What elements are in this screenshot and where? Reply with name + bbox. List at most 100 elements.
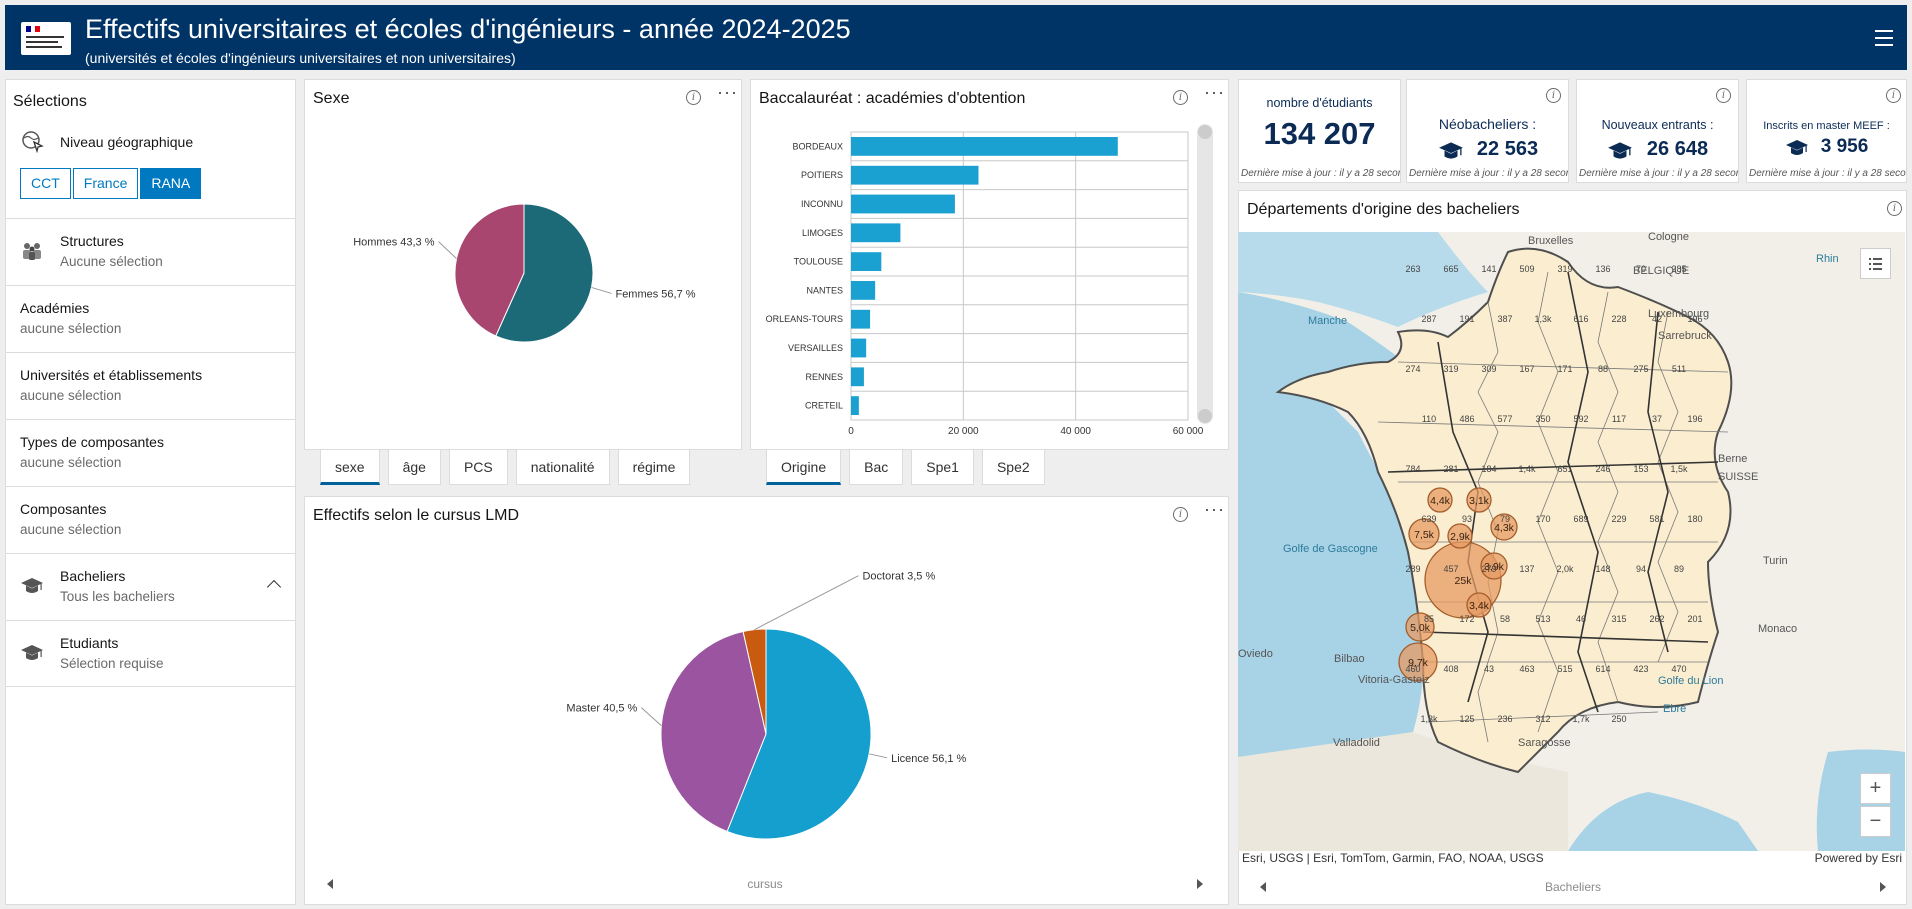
bar[interactable]	[851, 338, 867, 358]
bar[interactable]	[851, 309, 871, 329]
map-view[interactable]: 7,5k 25k 5,0k 9,7k 4,4k 3,1k 2,9k 4,3k 3,9k 3,4k …	[1238, 232, 1905, 851]
info-icon[interactable]: i	[1716, 88, 1731, 103]
tab-nationalite[interactable]: nationalité	[515, 449, 610, 485]
sexe-panel: Sexe i ··· Femmes 56,7 % Hommes 43,3 %	[304, 79, 742, 450]
dept-value: 196	[1687, 314, 1702, 324]
chevron-up-icon[interactable]	[266, 579, 282, 595]
tab-regime[interactable]: régime	[617, 449, 691, 485]
bar[interactable]	[851, 137, 1118, 156]
filter-bacheliers[interactable]: Bacheliers Tous les bacheliers	[6, 553, 295, 620]
bar[interactable]	[851, 165, 979, 185]
dept-value: 312	[1535, 714, 1550, 724]
scroll-left-icon[interactable]	[327, 879, 333, 889]
info-icon[interactable]: i	[1173, 507, 1188, 522]
graduation-cap-icon	[1786, 140, 1808, 155]
selections-title: Sélections	[13, 93, 87, 110]
info-icon[interactable]: i	[1887, 201, 1902, 216]
map-powered-by[interactable]: Powered by Esri	[1814, 851, 1902, 865]
dept-value: 509	[1519, 264, 1534, 274]
pie-label: Doctorat 3,5 %	[862, 571, 935, 583]
more-options-icon[interactable]: ···	[717, 82, 738, 102]
menu-icon[interactable]	[1875, 30, 1893, 46]
scroll-right-icon[interactable]	[1880, 882, 1886, 892]
indicator-students: nombre d'étudiants 134 207 Dernière mise…	[1238, 79, 1401, 183]
bar[interactable]	[851, 223, 901, 243]
globe-pointer-icon	[22, 131, 44, 153]
legend-button[interactable]	[1860, 248, 1891, 279]
dept-value: 616	[1573, 314, 1588, 324]
dept-value: 279	[1481, 564, 1496, 574]
indicator-value: 3 956	[1820, 136, 1869, 157]
zoom-out-button[interactable]: −	[1860, 806, 1891, 837]
tab-age[interactable]: âge	[387, 449, 441, 485]
indicator-value: 22 563	[1476, 138, 1539, 160]
bar[interactable]	[851, 367, 864, 387]
dept-value: 460	[1405, 664, 1420, 674]
info-icon[interactable]: i	[686, 90, 701, 105]
pie-slice[interactable]	[660, 630, 767, 833]
bubble-label: 7,5k	[1414, 529, 1435, 541]
dept-value: 408	[1443, 664, 1458, 674]
more-options-icon[interactable]: ···	[1204, 82, 1225, 102]
filter-structures[interactable]: Structures Aucune sélection	[6, 218, 295, 285]
category-label: RENNES	[805, 372, 843, 382]
pie-slice[interactable]	[495, 203, 594, 343]
bar[interactable]	[851, 281, 876, 300]
filter-value: Sélection requise	[60, 656, 164, 671]
filter-universites[interactable]: Universités et établissements aucune sél…	[6, 352, 295, 419]
dept-value: 1,3k	[1534, 314, 1552, 324]
pie-slice[interactable]	[742, 628, 767, 735]
zoom-in-button[interactable]: +	[1860, 773, 1891, 804]
cursus-scrollbar[interactable]: cursus	[315, 869, 1215, 899]
dept-value: 285	[1671, 264, 1686, 274]
sexe-panel-title: Sexe	[313, 90, 350, 107]
geo-option-rana[interactable]: RANA	[140, 168, 202, 199]
page-subtitle: (universités et écoles d'ingénieurs univ…	[85, 50, 516, 66]
tab-spe1[interactable]: Spe1	[911, 449, 974, 485]
indicator-value: 26 648	[1646, 138, 1709, 160]
x-tick-label: 60 000	[1173, 426, 1204, 437]
geo-level-label: Niveau géographique	[60, 134, 194, 150]
dept-value: 201	[1687, 614, 1702, 624]
filter-label: Universités et établissements	[20, 367, 203, 383]
bar[interactable]	[851, 194, 955, 214]
chart-scrollbar[interactable]	[1197, 124, 1213, 424]
filter-types-composantes[interactable]: Types de composantes aucune sélection	[6, 419, 295, 486]
tab-spe2[interactable]: Spe2	[981, 449, 1045, 485]
map-panel-title: Départements d'origine des bacheliers	[1247, 201, 1520, 218]
bubble-label: 3,1k	[1469, 495, 1490, 507]
dept-value: 639	[1421, 514, 1436, 524]
dept-value: 236	[1497, 714, 1512, 724]
dept-value: 141	[1481, 264, 1496, 274]
bac-panel: Baccalauréat : académies d'obtention i ·…	[750, 79, 1229, 450]
info-icon[interactable]: i	[1886, 88, 1901, 103]
filter-etudiants[interactable]: Etudiants Sélection requise	[6, 620, 295, 687]
geo-option-cct[interactable]: CCT	[20, 168, 71, 199]
filter-label: Académies	[20, 300, 90, 316]
tab-sexe[interactable]: sexe	[320, 449, 380, 485]
dept-value: 110	[1422, 414, 1436, 424]
dept-value: 315	[1611, 614, 1626, 624]
indicator-footer: Dernière mise à jour : il y a 28 seconde…	[1409, 168, 1568, 179]
filter-composantes[interactable]: Composantes aucune sélection	[6, 486, 295, 553]
info-icon[interactable]: i	[1546, 88, 1561, 103]
bacheliers-scrollbar[interactable]: Bacheliers	[1248, 872, 1898, 902]
dept-value: 577	[1497, 414, 1512, 424]
page-title: Effectifs universitaires et écoles d'ing…	[85, 14, 851, 44]
geo-option-france[interactable]: France	[72, 168, 139, 199]
info-icon[interactable]: i	[1173, 90, 1188, 105]
dept-value: 784	[1405, 464, 1420, 474]
dept-value: 229	[1611, 514, 1626, 524]
scroll-right-icon[interactable]	[1197, 879, 1203, 889]
tab-origine[interactable]: Origine	[766, 449, 842, 485]
tab-pcs[interactable]: PCS	[448, 449, 508, 485]
more-options-icon[interactable]: ···	[1204, 499, 1225, 519]
bar[interactable]	[851, 396, 859, 415]
filter-value: aucune sélection	[20, 522, 122, 537]
scroll-left-icon[interactable]	[1260, 882, 1266, 892]
indicator-footer: Dernière mise à jour : il y a 28 seconde…	[1241, 168, 1400, 179]
lmd-panel-title: Effectifs selon le cursus LMD	[313, 507, 520, 524]
bar[interactable]	[851, 252, 882, 271]
filter-academies[interactable]: Académies aucune sélection	[6, 285, 295, 352]
tab-bac[interactable]: Bac	[849, 449, 904, 485]
